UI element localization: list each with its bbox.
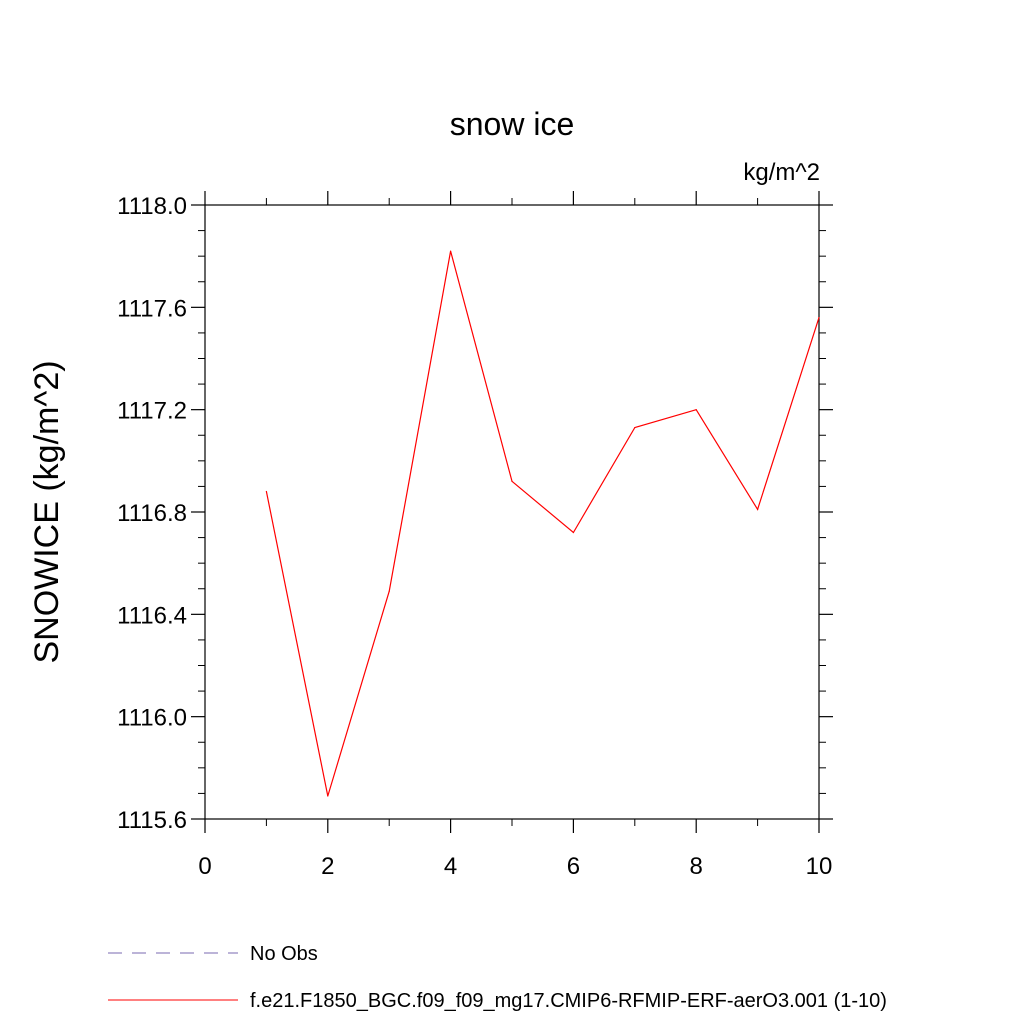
units-label: kg/m^2 (743, 159, 820, 186)
axis-ticks (191, 191, 833, 833)
y-tick-label: 1116.4 (117, 602, 187, 629)
y-tick-label: 1117.6 (117, 295, 187, 322)
legend-label: No Obs (250, 943, 318, 965)
plot-frame (204, 204, 820, 820)
x-tick-label: 0 (198, 853, 211, 880)
y-tick-label: 1118.0 (117, 193, 187, 220)
data-point (450, 250, 452, 252)
legend-label: f.e21.F1850_BGC.f09_f09_mg17.CMIP6-RFMIP… (250, 990, 887, 1012)
data-point (265, 490, 267, 493)
data-point (695, 409, 697, 411)
series-line (265, 250, 820, 797)
data-point (388, 590, 390, 592)
data-point (572, 531, 575, 534)
legend: No Obs f.e21.F1850_BGC.f09_f09_mg17.CMIP6… (108, 943, 887, 1012)
series-lines (265, 250, 820, 797)
x-tick-label: 4 (444, 853, 457, 880)
y-axis-label: SNOWICE (kg/m^2) (28, 360, 66, 663)
x-tick-label: 8 (690, 853, 703, 880)
data-point (818, 316, 820, 319)
data-point (327, 795, 329, 797)
y-tick-label: 1116.0 (117, 705, 187, 732)
x-tick-label: 10 (806, 853, 833, 880)
chart-title: snow ice (450, 106, 575, 142)
y-tick-label: 1116.8 (117, 500, 187, 527)
x-tick-label: 2 (321, 853, 334, 880)
data-point (634, 426, 636, 429)
data-point (511, 480, 513, 482)
x-tick-label: 6 (567, 853, 580, 880)
data-point (757, 508, 759, 511)
y-tick-label: 1117.2 (117, 398, 187, 425)
axis-tick-labels: 0 2 4 6 8 10 1115.6 1116.0 1116.4 1116.8 1117.2 111… (117, 193, 832, 880)
y-tick-label: 1115.6 (117, 807, 187, 834)
